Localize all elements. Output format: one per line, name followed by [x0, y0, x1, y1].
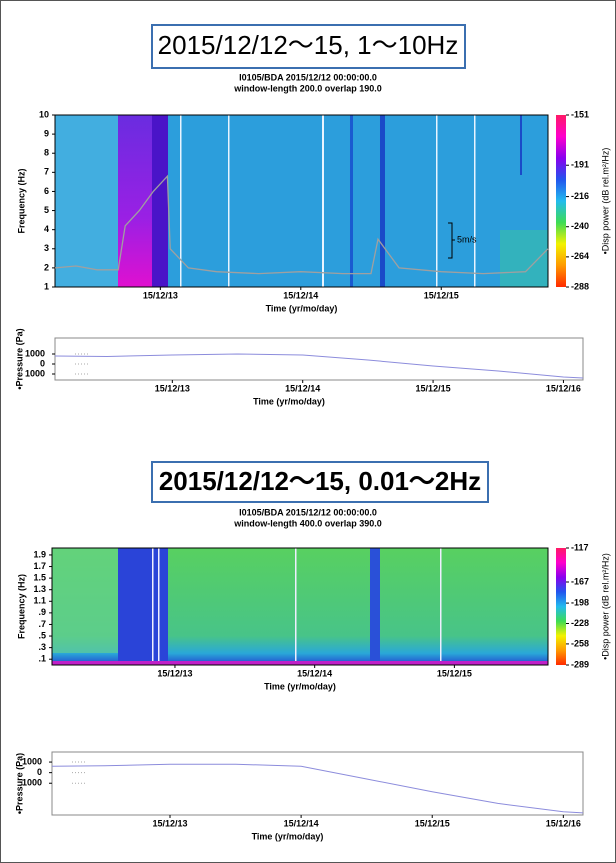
y-tick-label: .9: [38, 607, 46, 617]
y-tick-label: 1000: [22, 778, 42, 788]
x-tick-label: 15/12/15: [437, 668, 472, 678]
plot-frame: [51, 751, 584, 816]
title: 2015/12/12～15, 0.01～2Hz: [159, 466, 481, 496]
y-tick-label: 1.7: [33, 561, 46, 571]
title-box: [151, 461, 489, 503]
y-tick-label: 9: [44, 128, 49, 138]
pressure-line: [51, 763, 584, 814]
scale-bar: [448, 222, 455, 259]
colorbar-tick-label: -198: [571, 597, 589, 607]
y-tick-label: 1.9: [33, 549, 46, 559]
y-tick-label: 0: [37, 767, 42, 777]
y-tick-label: 1000: [25, 368, 45, 378]
title: 2015/12/12～15, 1～10Hz: [158, 30, 459, 60]
colorbar-tick-label: -288: [571, 281, 589, 291]
x-axis-label: Time (yr/mo/day): [264, 681, 336, 691]
x-tick-label: 15/12/14: [285, 383, 320, 393]
x-axis-label: Time (yr/mo/day): [252, 831, 324, 841]
y-tick-label: 3: [44, 243, 49, 253]
y-tick-label: .7: [38, 619, 46, 629]
x-tick-label: 15/12/13: [155, 383, 190, 393]
x-tick-label: 15/12/13: [152, 818, 187, 828]
colorbar-label: •Disp power (dB rel.m²/Hz): [600, 148, 610, 255]
x-tick-label: 15/12/13: [157, 668, 192, 678]
y-tick-label: 8: [44, 148, 49, 158]
y-tick-label: 10: [39, 109, 49, 119]
x-tick-label: 15/12/14: [297, 668, 332, 678]
y-tick-label: .5: [38, 630, 46, 640]
plot-frame: [54, 114, 549, 288]
x-axis-label: Time (yr/mo/day): [253, 396, 325, 406]
y-axis-label: Frequency (Hz): [16, 574, 26, 639]
colorbar-tick-label: -191: [571, 160, 589, 170]
x-axis-label: Time (yr/mo/day): [266, 303, 338, 313]
y-tick-label: 1.5: [33, 572, 46, 582]
pressure-line: [54, 353, 584, 379]
x-tick-label: 15/12/16: [546, 383, 581, 393]
colorbar-label: •Disp power (dB rel.m²/Hz): [600, 553, 610, 660]
colorbar-tick-label: -167: [571, 576, 589, 586]
colorbar-tick-label: -216: [571, 191, 589, 201]
plot-frame: [54, 337, 584, 381]
x-tick-label: 15/12/15: [416, 383, 451, 393]
y-tick-label: 1.1: [33, 596, 46, 606]
subtitle: I0105/BDA 2015/12/12 00:00:00.0: [239, 72, 377, 82]
x-tick-label: 15/12/15: [415, 818, 450, 828]
x-tick-label: 15/12/13: [143, 290, 178, 300]
spectrogram-image: [52, 548, 548, 665]
y-axis-label: Frequency (Hz): [16, 168, 26, 233]
colorbar: [556, 115, 566, 287]
y-tick-label: 0: [40, 358, 45, 368]
x-tick-label: 15/12/14: [284, 818, 319, 828]
x-tick-label: 15/12/15: [424, 290, 459, 300]
y-tick-label: 1000: [22, 756, 42, 766]
title-box: [151, 24, 466, 69]
colorbar-tick-label: -117: [571, 542, 589, 552]
y-tick-label: 5: [44, 205, 49, 215]
y-tick-label: 1: [44, 281, 49, 291]
colorbar-tick-label: -240: [571, 221, 589, 231]
y-axis-label: •Pressure (Pa): [14, 328, 24, 389]
y-tick-label: 1.3: [33, 584, 46, 594]
colorbar-tick-label: -258: [571, 638, 589, 648]
subtitle: window-length 200.0 overlap 190.0: [233, 83, 382, 93]
y-tick-label: 1000: [25, 348, 45, 358]
subtitle: window-length 400.0 overlap 390.0: [233, 518, 382, 528]
x-tick-label: 15/12/16: [546, 818, 581, 828]
colorbar-tick-label: -151: [571, 109, 589, 119]
subtitle: I0105/BDA 2015/12/12 00:00:00.0: [239, 507, 377, 517]
plot-frame: [51, 547, 549, 666]
y-tick-label: 2: [44, 262, 49, 272]
y-axis-label: •Pressure (Pa): [14, 753, 24, 814]
overlay-line: [54, 174, 549, 275]
colorbar-tick-label: -289: [571, 659, 589, 669]
colorbar-tick-label: -264: [571, 251, 589, 261]
colorbar: [556, 548, 566, 665]
y-tick-label: 6: [44, 186, 49, 196]
y-tick-label: .3: [38, 642, 46, 652]
y-tick-label: 7: [44, 167, 49, 177]
y-tick-label: .1: [38, 654, 46, 664]
spectrogram-image: [55, 115, 548, 287]
annotation: 5m/s: [457, 234, 477, 244]
colorbar-tick-label: -228: [571, 618, 589, 628]
y-tick-label: 4: [44, 224, 49, 234]
x-tick-label: 15/12/14: [283, 290, 318, 300]
